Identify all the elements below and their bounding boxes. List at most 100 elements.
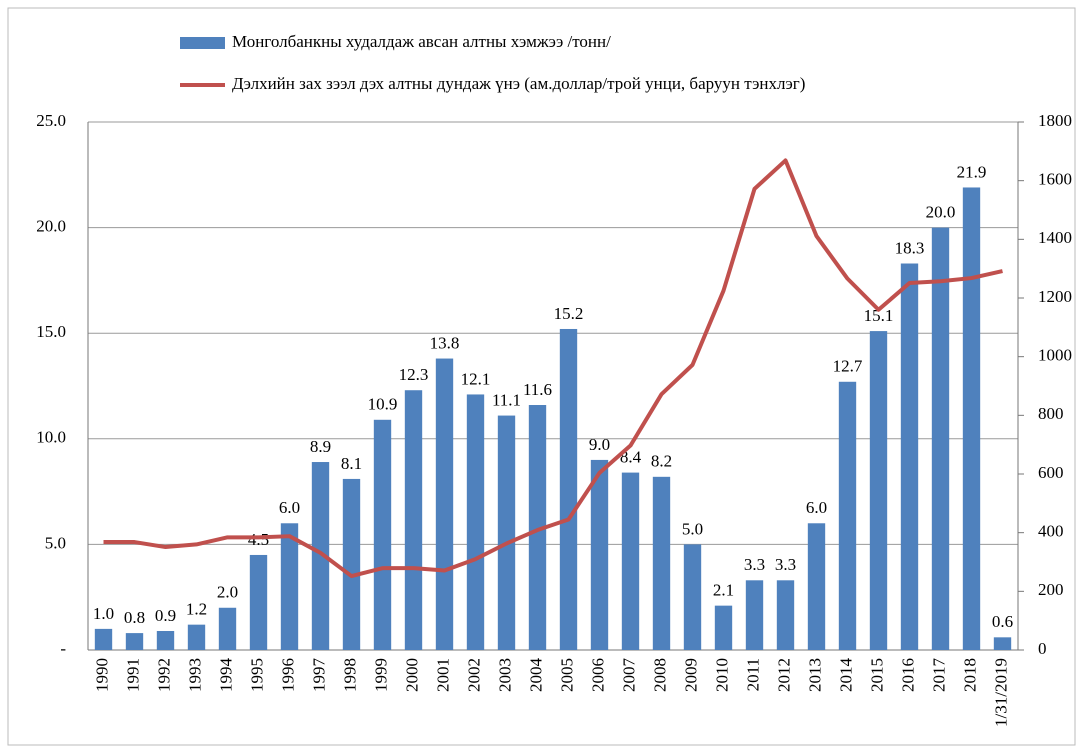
bar: [993, 637, 1012, 650]
data-label: 9.0: [589, 435, 610, 454]
x-tick-label: 2017: [929, 658, 948, 693]
data-label: 0.6: [992, 612, 1013, 631]
y2-tick-label: 1600: [1038, 170, 1072, 189]
bar: [404, 390, 423, 650]
x-tick-label: 2004: [526, 658, 545, 693]
bar: [652, 476, 671, 650]
data-label: 15.2: [554, 304, 584, 323]
x-tick-label: 2002: [464, 658, 483, 692]
data-label: 10.9: [368, 395, 398, 414]
legend-label: Монголбанкны худалдаж авсан алтны хэмжээ…: [232, 32, 611, 51]
y2-tick-label: 1000: [1038, 346, 1072, 365]
line: [103, 158, 1003, 579]
x-tick-label: 2014: [836, 658, 855, 693]
bar: [807, 523, 826, 650]
legend-label: Дэлхийн зах зээл дэх алтны дундаж үнэ (а…: [232, 74, 805, 93]
bar: [156, 630, 175, 650]
bar: [373, 419, 392, 650]
data-label: 4.5: [248, 530, 269, 549]
y2-tick-label: 400: [1038, 522, 1064, 541]
x-tick-label: 2016: [898, 658, 917, 692]
y-tick-label: 5.0: [45, 533, 66, 552]
y-tick-label: 10.0: [36, 428, 66, 447]
data-label: 0.8: [124, 608, 145, 627]
bar: [900, 263, 919, 650]
bar: [838, 381, 857, 650]
x-tick-label: 2003: [495, 658, 514, 692]
x-tick-label: 2007: [619, 658, 638, 693]
y2-tick-label: 1200: [1038, 287, 1072, 306]
bar: [342, 478, 361, 650]
x-tick-label: 2009: [681, 658, 700, 692]
y2-tick-label: 1400: [1038, 228, 1072, 247]
data-label: 12.3: [399, 365, 429, 384]
data-label: 5.0: [682, 519, 703, 538]
bar: [869, 331, 888, 650]
x-tick-label: 2005: [557, 658, 576, 692]
data-label: 11.1: [492, 390, 521, 409]
bar: [497, 415, 516, 650]
x-tick-label: 1990: [92, 658, 111, 692]
data-label: 2.0: [217, 583, 238, 602]
y-tick-label: -: [60, 639, 66, 658]
x-tick-label: 2000: [402, 658, 421, 692]
y-tick-label: 20.0: [36, 217, 66, 236]
bar: [249, 554, 268, 650]
data-label: 12.1: [461, 369, 491, 388]
bar: [621, 472, 640, 650]
data-label: 6.0: [806, 498, 827, 517]
data-label: 2.1: [713, 581, 734, 600]
bar: [466, 394, 485, 650]
data-label: 8.9: [310, 437, 331, 456]
x-tick-label: 1998: [340, 658, 359, 692]
y2-tick-label: 200: [1038, 580, 1064, 599]
bar: [962, 187, 981, 651]
bar: [311, 462, 330, 650]
data-label: 8.1: [341, 454, 362, 473]
y2-tick-label: 800: [1038, 404, 1064, 423]
x-tick-label: 1997: [309, 658, 328, 693]
data-label: 11.6: [523, 380, 552, 399]
data-label: 3.3: [744, 555, 765, 574]
x-tick-label: 1994: [216, 658, 235, 693]
bar: [714, 605, 733, 650]
x-tick-label: 2008: [650, 658, 669, 692]
x-tick-label: 2006: [588, 658, 607, 692]
data-label: 18.3: [895, 238, 925, 257]
data-label: 20.0: [926, 203, 956, 222]
bar: [683, 544, 702, 650]
bar: [745, 580, 764, 650]
bar: [590, 459, 609, 650]
x-tick-label: 2015: [867, 658, 886, 692]
x-tick-label: 2013: [805, 658, 824, 692]
x-tick-label: 1991: [123, 658, 142, 692]
x-tick-label: 1992: [154, 658, 173, 692]
x-tick-label: 2001: [433, 658, 452, 692]
data-label: 0.9: [155, 606, 176, 625]
bar: [776, 580, 795, 650]
x-tick-label: 1/31/2019: [991, 658, 1010, 727]
data-label: 13.8: [430, 333, 460, 352]
data-label: 21.9: [957, 162, 987, 181]
y2-tick-label: 0: [1038, 639, 1047, 658]
x-tick-label: 2018: [960, 658, 979, 692]
y2-tick-label: 1800: [1038, 111, 1072, 130]
data-label: 3.3: [775, 555, 796, 574]
bar: [528, 405, 547, 650]
bar: [559, 328, 578, 650]
bar: [931, 227, 950, 650]
x-tick-label: 1995: [247, 658, 266, 692]
data-label: 1.2: [186, 600, 207, 619]
data-label: 12.7: [833, 357, 863, 376]
data-label: 15.1: [864, 306, 894, 325]
x-tick-label: 2012: [774, 658, 793, 692]
bar: [218, 607, 237, 650]
data-label: 6.0: [279, 498, 300, 517]
bar: [280, 523, 299, 650]
x-tick-label: 1993: [185, 658, 204, 692]
x-tick-label: 2010: [712, 658, 731, 692]
y-tick-label: 25.0: [36, 111, 66, 130]
x-tick-label: 1999: [371, 658, 390, 692]
y-tick-label: 15.0: [36, 322, 66, 341]
